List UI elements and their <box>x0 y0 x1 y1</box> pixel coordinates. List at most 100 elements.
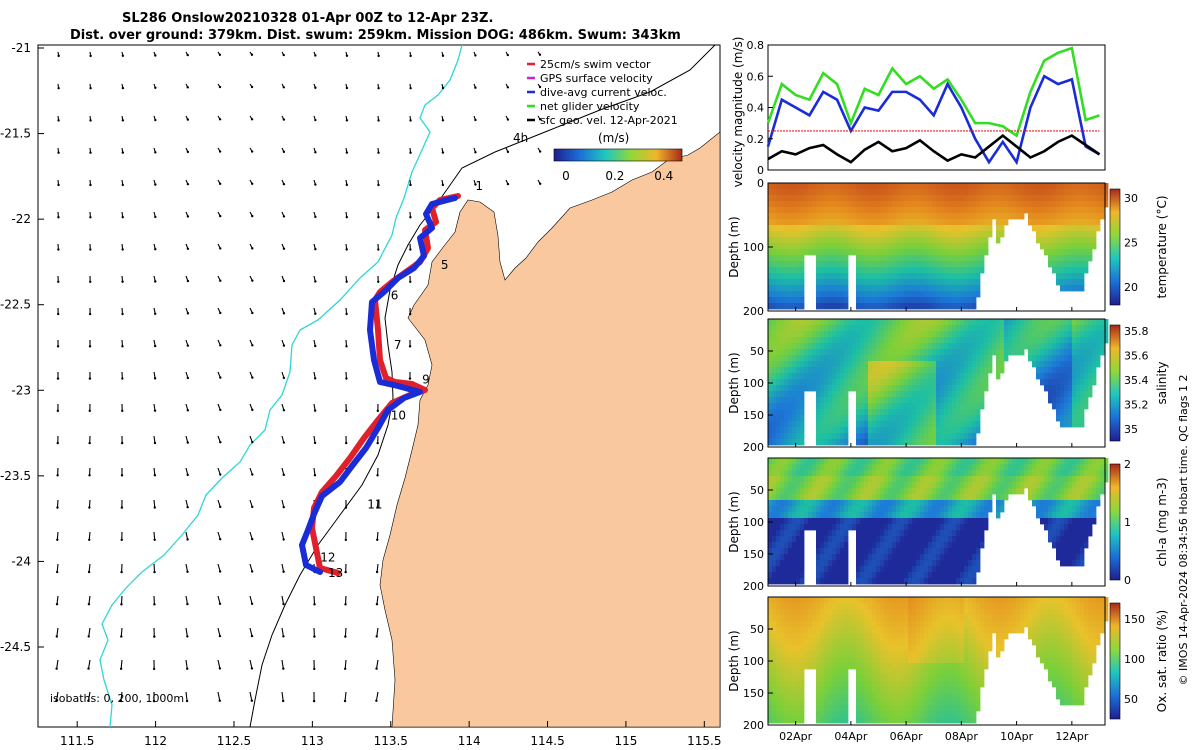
section-cell <box>820 243 825 250</box>
section-cell <box>828 476 833 483</box>
section-cell <box>1044 470 1049 477</box>
section-cell <box>884 439 889 446</box>
section-cell <box>908 494 913 501</box>
section-cell <box>944 237 949 244</box>
section-cell <box>1084 237 1089 244</box>
section-cell <box>876 279 881 286</box>
section-cell <box>1096 337 1101 344</box>
section-cell <box>880 279 885 286</box>
section-cell <box>840 554 845 561</box>
section-cell <box>824 219 829 226</box>
section-cell <box>952 219 957 226</box>
section-cell <box>864 415 869 422</box>
current-arrow <box>376 627 379 637</box>
section-cell <box>932 500 937 507</box>
current-arrow-head <box>282 538 285 541</box>
section-cell <box>880 343 885 350</box>
section-cell <box>1076 494 1081 501</box>
current-arrow-head <box>56 409 60 413</box>
section-cell <box>936 243 941 250</box>
section-cell <box>928 337 933 344</box>
section-cell <box>768 476 773 483</box>
section-cell <box>840 397 845 404</box>
section-cell <box>960 524 965 531</box>
section-cell <box>868 331 873 338</box>
section-cell <box>788 530 793 537</box>
section-cell <box>920 476 925 483</box>
section-cell <box>796 524 801 531</box>
section-cell <box>944 273 949 280</box>
section-cell <box>876 548 881 555</box>
section-cell <box>796 458 801 465</box>
section-cell <box>1088 476 1093 483</box>
section-cell <box>1072 500 1077 507</box>
current-arrow-head <box>313 409 317 412</box>
section-cell <box>928 219 933 226</box>
section-cell <box>804 458 809 465</box>
section-cell <box>912 488 917 495</box>
section-cell <box>780 427 785 434</box>
section-cell <box>800 391 805 398</box>
section-cell <box>896 530 901 537</box>
current-arrow-head <box>55 699 58 703</box>
section-cell <box>812 482 817 489</box>
section-cell <box>916 195 921 202</box>
section-cell <box>844 237 849 244</box>
current-arrow-head <box>120 635 123 638</box>
section-cell <box>904 421 909 428</box>
section-cell <box>796 433 801 440</box>
section-cell <box>788 297 793 304</box>
section-cell <box>792 488 797 495</box>
section-cell <box>792 189 797 196</box>
section-cell <box>1092 494 1097 501</box>
section-cell <box>864 494 869 501</box>
section-cell <box>920 415 925 422</box>
section-cell <box>924 427 929 434</box>
section-cell <box>984 201 989 208</box>
track-blue <box>299 195 458 575</box>
section-cell <box>772 518 777 525</box>
section-cell <box>900 267 905 274</box>
section-cell <box>944 297 949 304</box>
section-cell <box>996 355 1001 362</box>
current-arrow <box>87 659 91 669</box>
section-cell <box>1000 494 1005 501</box>
section-cell <box>828 433 833 440</box>
section-cell <box>1052 470 1057 477</box>
section-cell <box>1000 331 1005 338</box>
section-cell <box>1024 201 1029 208</box>
section-cell <box>912 231 917 238</box>
section-cell <box>808 361 813 368</box>
section-cell <box>908 355 913 362</box>
section-cell <box>908 267 913 274</box>
section-cell <box>784 183 789 190</box>
section-cell <box>784 506 789 513</box>
section-cell <box>1040 500 1045 507</box>
section-cell <box>788 213 793 220</box>
section-cell <box>1060 319 1065 326</box>
section-cell <box>804 518 809 525</box>
section-cell <box>976 291 981 298</box>
section-cell <box>824 231 829 238</box>
section-cell <box>1060 373 1065 380</box>
section-cell <box>1060 536 1065 543</box>
section-cell <box>1076 331 1081 338</box>
section-cell <box>808 213 813 220</box>
section-cell <box>916 439 921 446</box>
section-cell <box>828 337 833 344</box>
section-cell <box>996 201 1001 208</box>
current-arrow-head <box>250 85 254 89</box>
section-cell <box>1104 458 1109 465</box>
section-cell <box>928 303 933 310</box>
section-cell <box>772 669 777 676</box>
section-cell <box>908 261 913 268</box>
section-cell <box>964 297 969 304</box>
section-cell <box>932 482 937 489</box>
velocity-panel: 00.20.40.60.8 velocity magnitude (m/s) <box>731 37 1106 187</box>
section-cell <box>928 566 933 573</box>
section-cell <box>844 530 849 537</box>
section-cell <box>944 415 949 422</box>
section-cell <box>1080 279 1085 286</box>
velocity-ytick-label: 0 <box>757 164 764 177</box>
section-cell <box>976 195 981 202</box>
